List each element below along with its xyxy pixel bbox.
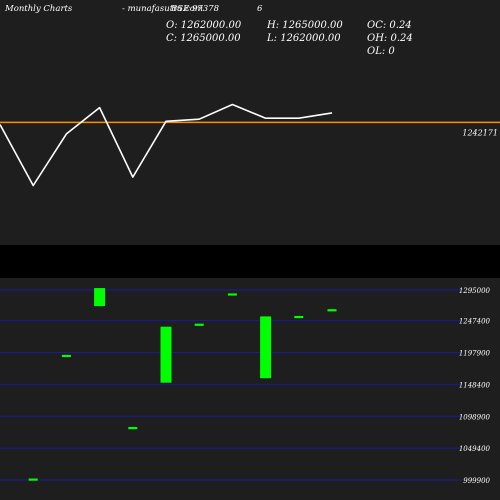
candle-9: [294, 315, 304, 319]
symbol-label: BSE 97378: [171, 4, 220, 14]
candle-8: [260, 316, 272, 379]
y-tick-label-6: 999900: [463, 477, 490, 485]
candle-layer: [28, 288, 337, 481]
y-tick-label-3: 1148400: [459, 381, 491, 389]
label-layer: 1242171 1295000 1247400 1197900 1148400 10989…: [459, 128, 498, 485]
price-line-series: [0, 103, 333, 187]
open-close-change: OC: 0.24: [367, 20, 412, 31]
open-value: O: 1262000.00: [166, 20, 242, 31]
grid-layer: [0, 289, 462, 481]
candle-10: [327, 309, 337, 312]
reference-line-label: 1242171: [462, 128, 498, 137]
open-low-change: OL: 0: [367, 46, 395, 57]
brand-title: Monthly Charts: [5, 4, 73, 14]
candle-2: [61, 354, 71, 358]
candle-7: [227, 293, 237, 296]
line-layer: [0, 103, 500, 187]
open-high-change: OH: 0.24: [367, 33, 413, 44]
high-value: H: 1265000.00: [267, 20, 343, 31]
y-tick-label-5: 1049400: [459, 445, 491, 453]
candle-3: [94, 288, 106, 307]
candlestick-panel: [0, 278, 500, 500]
candle-1: [28, 478, 38, 481]
candle-6: [194, 323, 204, 326]
site-name: - munafasutra.com: [122, 4, 203, 14]
close-value: C: 1265000.00: [166, 33, 241, 44]
candle-5: [160, 326, 172, 383]
y-tick-label-0: 1295000: [459, 287, 491, 295]
low-value: L: 1262000.00: [267, 33, 341, 44]
y-tick-label-4: 1098900: [459, 413, 491, 421]
candle-4: [128, 427, 138, 430]
y-tick-label-1: 1247400: [459, 318, 491, 326]
y-tick-label-2: 1197900: [459, 350, 491, 358]
count-label: 6: [257, 4, 263, 14]
